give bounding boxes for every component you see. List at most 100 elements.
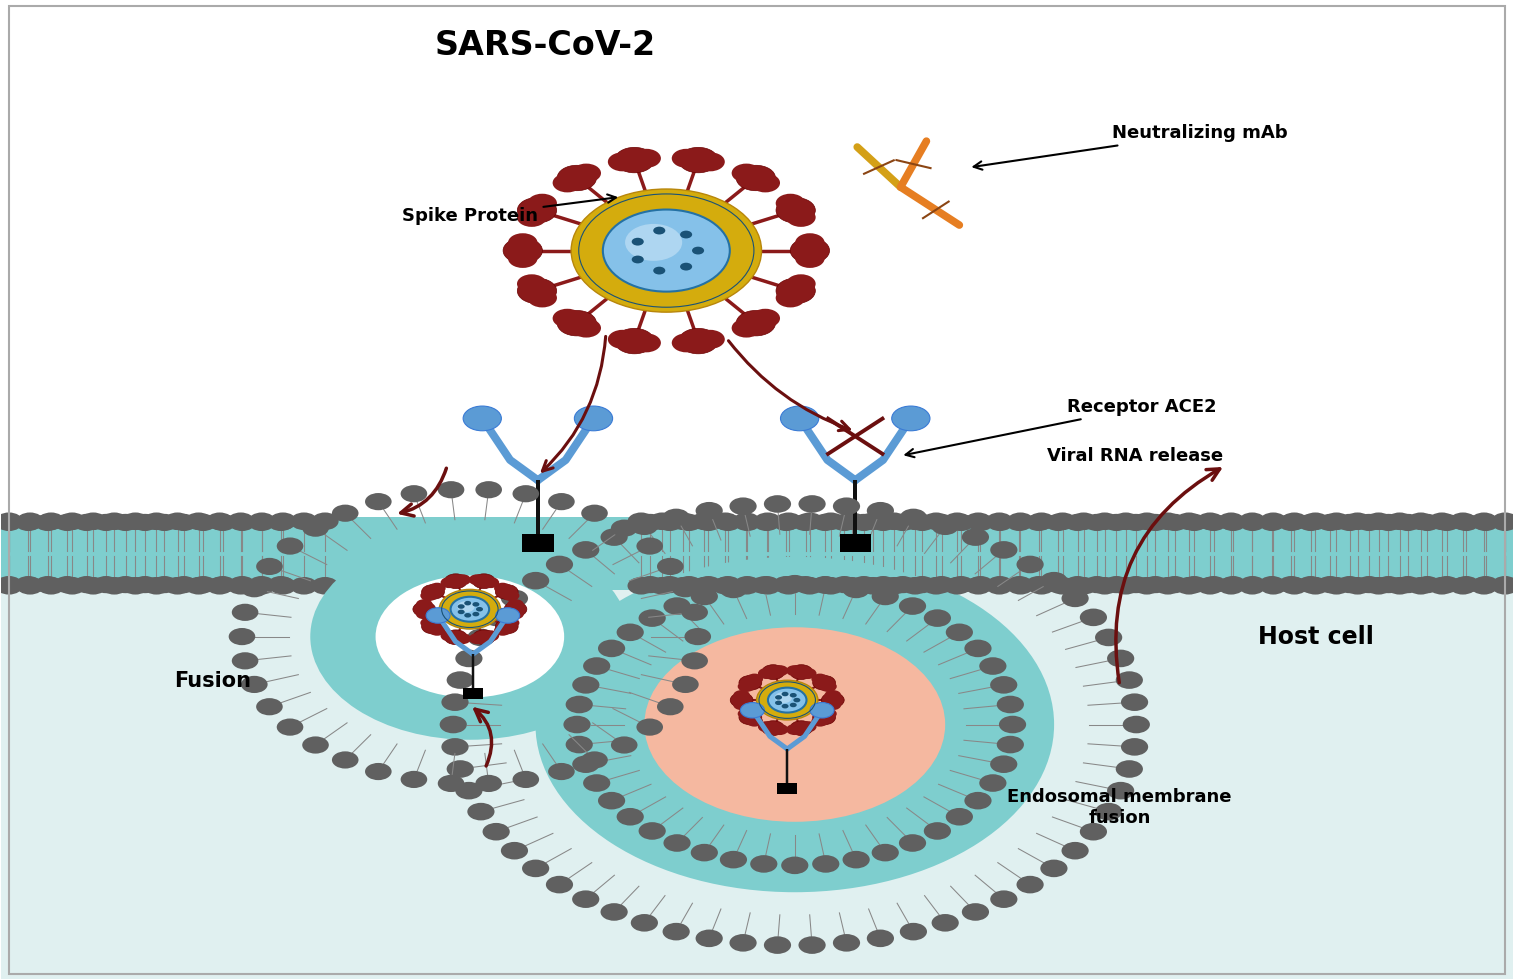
Circle shape [416,609,433,619]
Circle shape [986,577,1013,595]
Circle shape [507,609,524,619]
Circle shape [751,856,777,873]
Circle shape [445,574,468,589]
Circle shape [291,577,318,595]
Circle shape [501,590,528,608]
Circle shape [842,580,869,598]
Circle shape [1317,576,1343,593]
Circle shape [645,627,945,822]
Circle shape [581,505,607,521]
Circle shape [631,914,659,932]
Circle shape [557,166,597,191]
Circle shape [185,577,212,595]
Circle shape [775,695,783,700]
Circle shape [796,513,824,530]
Circle shape [777,278,816,304]
Circle shape [475,481,503,498]
Circle shape [990,756,1017,773]
Circle shape [733,577,760,595]
Circle shape [733,690,751,701]
Circle shape [472,602,480,607]
Circle shape [232,604,259,621]
Circle shape [924,822,951,840]
Circle shape [872,588,899,606]
Circle shape [751,173,780,192]
Circle shape [1387,577,1413,595]
Circle shape [818,513,845,530]
Circle shape [663,923,690,941]
Circle shape [469,574,486,585]
Text: Viral RNA release: Viral RNA release [1046,447,1223,465]
Circle shape [719,580,746,598]
Circle shape [1317,514,1343,531]
Circle shape [171,514,197,531]
Circle shape [92,514,120,531]
Circle shape [812,514,839,531]
Circle shape [1120,738,1148,756]
Circle shape [1201,576,1226,593]
Circle shape [1049,577,1076,595]
Circle shape [142,577,170,595]
Circle shape [1302,577,1329,595]
Circle shape [833,498,860,515]
Circle shape [967,576,993,593]
Circle shape [736,311,775,336]
Circle shape [574,406,613,431]
Circle shape [1355,576,1382,593]
Circle shape [1344,577,1372,595]
Circle shape [132,576,159,593]
Circle shape [771,724,789,735]
Circle shape [719,851,746,868]
Circle shape [1449,577,1476,595]
Circle shape [375,575,565,698]
Circle shape [1375,514,1402,531]
Circle shape [964,640,992,658]
Circle shape [759,721,775,732]
Circle shape [303,519,329,537]
Circle shape [1154,577,1181,595]
Circle shape [1107,782,1134,800]
Circle shape [421,584,445,599]
Circle shape [1104,576,1129,593]
Circle shape [734,576,760,593]
Circle shape [790,664,813,679]
Circle shape [566,696,593,713]
Circle shape [151,576,177,593]
Circle shape [38,577,65,595]
Circle shape [824,699,842,710]
Circle shape [812,715,828,726]
Circle shape [456,782,483,800]
Circle shape [795,249,825,268]
Circle shape [812,673,828,685]
Circle shape [1434,576,1459,593]
Circle shape [475,607,483,612]
Circle shape [1260,577,1287,595]
Circle shape [943,513,970,530]
Circle shape [563,715,590,733]
Circle shape [518,278,557,304]
Circle shape [637,576,663,593]
Text: Host cell: Host cell [1258,624,1375,649]
Circle shape [1005,576,1033,593]
Circle shape [946,808,974,825]
Circle shape [1366,513,1393,530]
Circle shape [1154,513,1181,530]
Circle shape [0,513,23,530]
Circle shape [656,576,683,593]
Circle shape [1323,513,1350,530]
Circle shape [516,208,547,227]
Circle shape [171,576,197,593]
Circle shape [1355,514,1382,531]
Circle shape [675,514,702,531]
Circle shape [657,558,684,575]
Circle shape [401,485,427,503]
Circle shape [616,808,643,825]
Circle shape [1258,576,1285,593]
Circle shape [1453,576,1479,593]
Text: SARS-CoV-2: SARS-CoV-2 [435,28,656,62]
Circle shape [880,513,907,530]
Circle shape [625,223,683,261]
Circle shape [1045,576,1072,593]
Circle shape [1116,671,1143,689]
Circle shape [675,576,702,593]
